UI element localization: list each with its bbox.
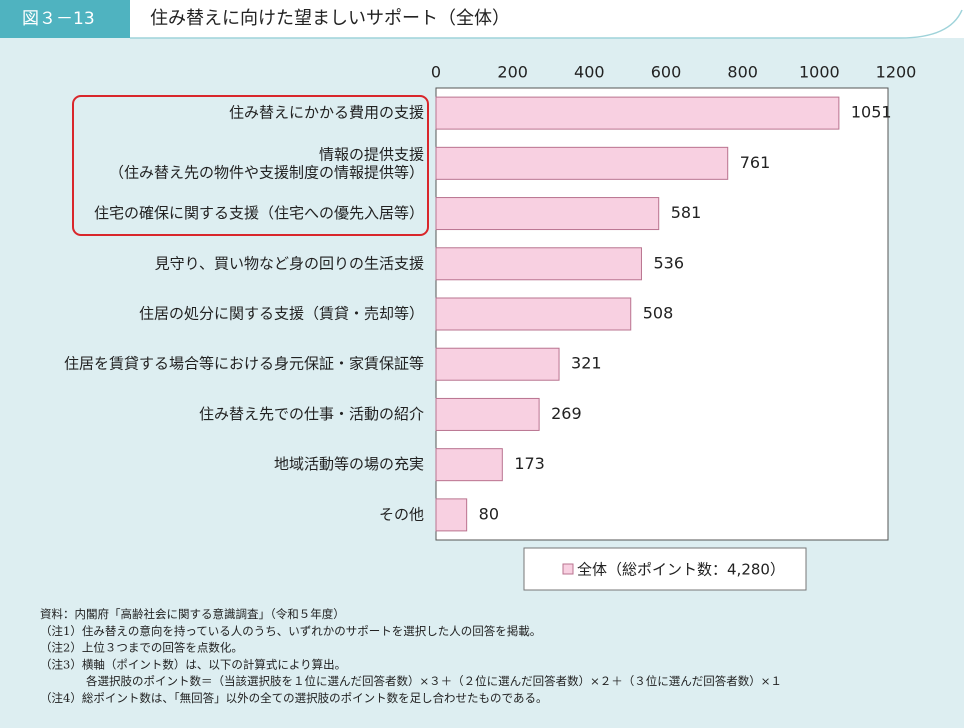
x-tick-label: 400 — [574, 63, 605, 82]
bar — [435, 498, 468, 532]
x-tick-label: 200 — [497, 63, 528, 82]
bar — [435, 96, 840, 130]
y-tick-label: その他 — [379, 505, 424, 523]
x-tick-label: 600 — [651, 63, 682, 82]
y-tick-label: 情報の提供支援（住み替え先の物件や支援制度の情報提供等） — [109, 145, 424, 181]
x-tick-label: 0 — [431, 63, 441, 82]
y-tick-label: 見守り、買い物など身の回りの生活支援 — [155, 254, 424, 272]
bar — [435, 448, 503, 482]
bar — [435, 247, 642, 281]
x-tick-label: 1200 — [876, 63, 917, 82]
y-tick-label: 住み替え先での仕事・活動の紹介 — [199, 405, 424, 423]
data-label: 321 — [571, 354, 602, 373]
note: （注4）総ポイント数は、「無回答」以外の全ての選択肢のポイント数を足し合わせたも… — [40, 691, 547, 705]
note: （注1）住み替えの意向を持っている人のうち、いずれかのサポートを選択した人の回答… — [40, 624, 541, 638]
bar — [435, 297, 632, 331]
bar — [435, 347, 560, 381]
header-rule — [130, 9, 963, 39]
y-tick-label: 地域活動等の場の充実 — [274, 455, 424, 473]
y-tick-label: 住み替えにかかる費用の支援 — [229, 104, 424, 122]
data-label: 581 — [671, 203, 702, 222]
note: 資料：内閣府「高齢社会に関する意識調査」（令和５年度） — [40, 607, 345, 621]
header-band — [0, 0, 964, 38]
data-label: 269 — [551, 404, 582, 423]
bar — [435, 146, 729, 180]
data-label: 1051 — [851, 103, 892, 122]
x-tick-label: 1000 — [799, 63, 840, 82]
legend-label: 全体（総ポイント数：4,280） — [577, 561, 785, 579]
legend-swatch — [562, 563, 574, 575]
note: （注3）横軸（ポイント数）は、以下の計算式により算出。 — [40, 657, 346, 671]
y-tick-label: 住居の処分に関する支援（賃貸・売却等） — [139, 305, 424, 323]
bar — [435, 197, 660, 231]
x-tick-label: 800 — [727, 63, 758, 82]
figure-label-box — [0, 0, 130, 38]
data-label: 508 — [643, 304, 674, 323]
figure-label: 図３－13 — [22, 9, 95, 29]
y-tick-label: 住居を賃貸する場合等における身元保証・家賃保証等 — [64, 355, 424, 373]
data-label: 80 — [479, 504, 499, 523]
chart-title: 住み替えに向けた望ましいサポート（全体） — [150, 8, 510, 29]
highlight-frame — [72, 95, 429, 236]
note: 各選択肢のポイント数＝（当該選択肢を１位に選んだ回答者数）×３＋（２位に選んだ回… — [40, 674, 782, 688]
data-label: 761 — [740, 153, 771, 172]
note: （注2）上位３つまでの回答を点数化。 — [40, 641, 243, 655]
bar — [435, 397, 540, 431]
y-tick-label: 住宅の確保に関する支援（住宅への優先入居等） — [94, 204, 424, 222]
data-label: 536 — [653, 253, 684, 272]
data-label: 173 — [514, 454, 545, 473]
